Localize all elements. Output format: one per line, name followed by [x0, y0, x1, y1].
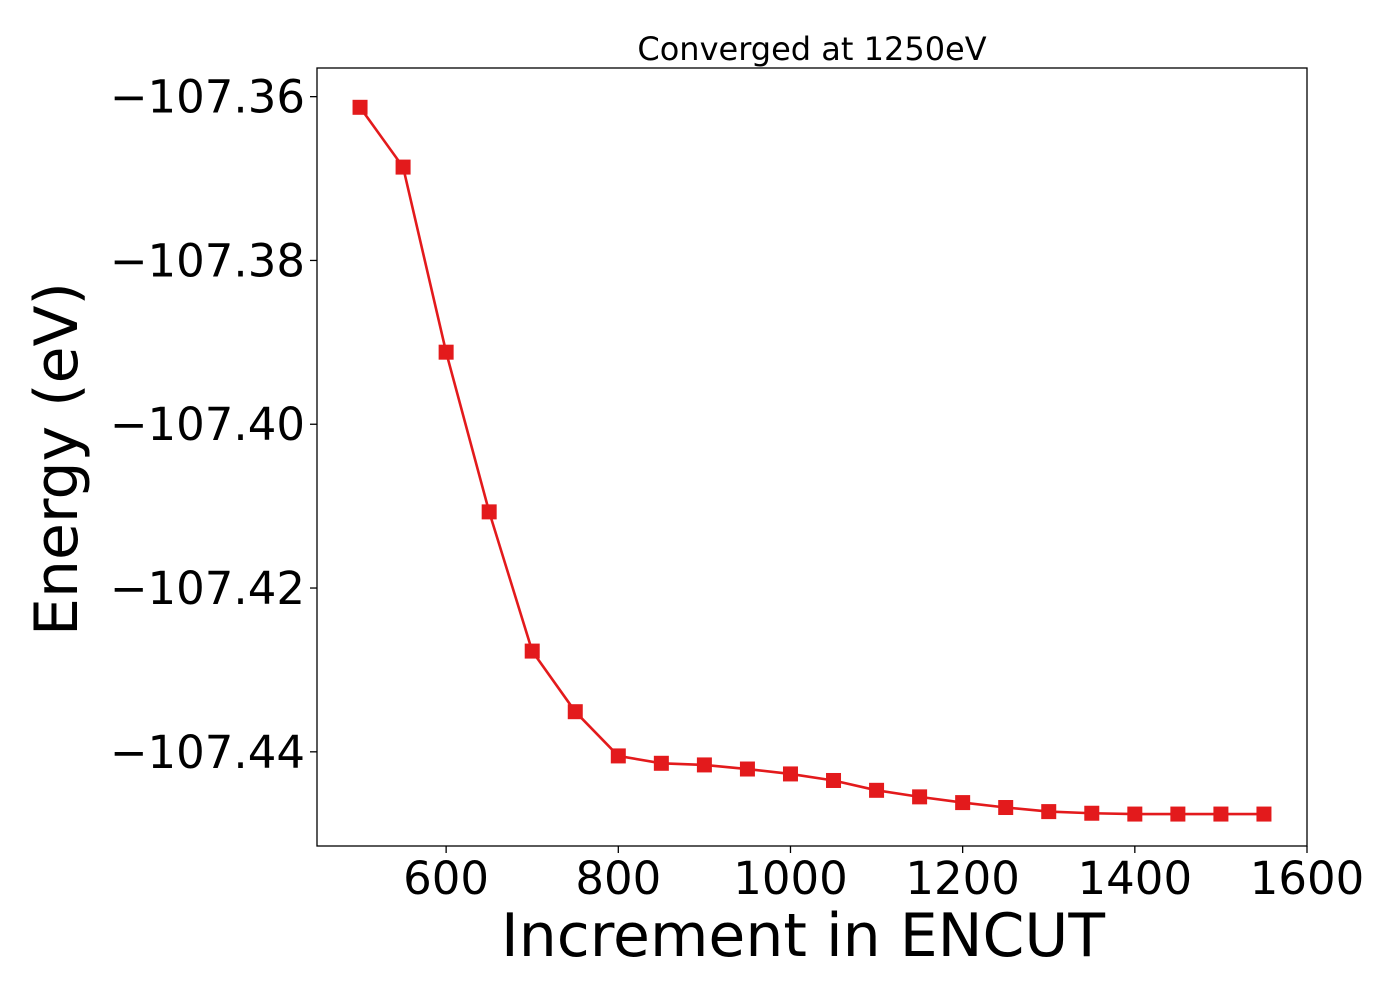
data-point-marker — [395, 159, 411, 175]
data-point-marker — [567, 704, 583, 720]
data-point-marker — [438, 344, 454, 360]
plot-area-frame — [316, 67, 1308, 847]
data-point-marker — [653, 755, 669, 771]
data-point-marker — [1170, 806, 1186, 822]
x-tick-label: 1200 — [905, 852, 1020, 905]
data-point-marker — [782, 766, 798, 782]
data-point-marker — [1084, 805, 1100, 821]
y-axis-label: Energy (eV) — [22, 282, 92, 636]
data-point-marker — [524, 643, 540, 659]
y-tick-label: −107.42 — [110, 562, 305, 615]
x-axis-label: Increment in ENCUT — [501, 901, 1105, 971]
chart-title: Converged at 1250eV — [637, 30, 986, 68]
y-tick-label: −107.44 — [110, 726, 305, 779]
data-point-marker — [826, 772, 842, 788]
x-tick-label: 1000 — [733, 852, 848, 905]
x-tick-label: 800 — [575, 852, 661, 905]
data-point-marker — [610, 748, 626, 764]
y-axis: −107.36 −107.38 −107.40 −107.42 −107.44 — [110, 71, 317, 779]
data-point-marker — [696, 757, 712, 773]
series-line — [358, 106, 1264, 816]
data-point-marker — [955, 795, 971, 811]
data-point-marker — [481, 504, 497, 520]
y-tick-label: −107.36 — [110, 71, 305, 124]
x-axis: 600 800 1000 1200 1400 1600 — [403, 846, 1364, 905]
data-point-marker — [1041, 804, 1057, 820]
data-point-marker — [869, 782, 885, 798]
data-point-marker — [739, 761, 755, 777]
data-point-marker — [352, 99, 368, 115]
data-point-marker — [998, 800, 1014, 816]
y-tick-label: −107.38 — [110, 234, 305, 287]
data-point-marker — [1127, 806, 1143, 822]
data-point-marker — [912, 789, 928, 805]
data-point-marker — [1256, 806, 1272, 822]
y-tick-label: −107.40 — [110, 398, 305, 451]
x-tick-label: 600 — [403, 852, 489, 905]
x-tick-label: 1400 — [1078, 852, 1193, 905]
x-tick-label: 1600 — [1250, 852, 1365, 905]
series-layer — [352, 99, 1272, 822]
data-point-marker — [1213, 806, 1229, 822]
